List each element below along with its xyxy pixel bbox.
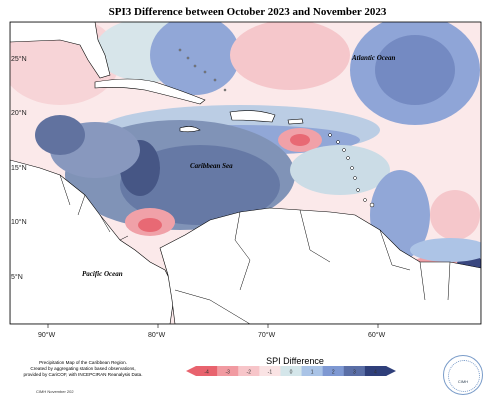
legend-tick-label: -4 — [204, 370, 209, 376]
lat-tick-label: 20°N — [11, 109, 27, 117]
legend-tick-label: -2 — [247, 370, 252, 376]
land-masses — [10, 22, 481, 324]
legend-swatch — [322, 366, 345, 376]
map-frame — [9, 21, 482, 325]
atlantic-ocean-label: Atlantic Ocean — [351, 54, 395, 62]
legend-title: SPI Difference — [266, 356, 324, 366]
legend-tick-label: 1 — [311, 370, 314, 376]
legend-swatch — [196, 366, 218, 376]
lon-tick-label: 70°W — [258, 331, 276, 339]
credit-stamp: CIMH November 202 — [36, 389, 74, 394]
lon-tick-label: 60°W — [368, 331, 386, 339]
lat-tick-label: 5°N — [11, 273, 23, 281]
credit-line: provided by CariCOF, with INCEPCIRAN Rea… — [23, 372, 143, 377]
puerto-rico — [287, 118, 304, 125]
country-borders — [59, 174, 451, 324]
florida — [10, 22, 111, 79]
lon-tick-label: 90°W — [38, 331, 56, 339]
legend-swatch — [364, 366, 387, 376]
hispaniola — [229, 110, 276, 123]
legend-swatch — [343, 366, 366, 376]
jamaica — [179, 126, 201, 133]
lat-tick-label: 25°N — [11, 55, 27, 63]
map-credits: Precipitation Map of the Caribbean Regio… — [8, 360, 158, 378]
credit-line: Created by aggregating station based obs… — [30, 366, 136, 371]
longitude-axis: 90°W 80°W 70°W 60°W — [38, 324, 386, 339]
legend-swatch — [238, 366, 260, 376]
cuba — [94, 78, 206, 105]
legend-tick-label: -1 — [268, 370, 273, 376]
legend-arrow-high — [386, 366, 396, 376]
legend-swatch — [259, 366, 281, 376]
legend-tick-label: 4 — [374, 370, 377, 376]
lat-tick-label: 10°N — [11, 218, 27, 226]
legend-swatch — [217, 366, 239, 376]
pacific-ocean-label: Pacific Ocean — [82, 270, 123, 278]
legend-tick-label: -3 — [225, 370, 230, 376]
lat-tick-label: 15°N — [11, 164, 27, 172]
lesser-antilles — [178, 48, 375, 208]
legend-arrow-low — [186, 366, 196, 376]
map-title: SPI3 Difference between October 2023 and… — [108, 6, 387, 18]
latitude-axis: 25°N 20°N 15°N 10°N 5°N — [11, 55, 27, 281]
caribbean-sea-label: Caribbean Sea — [190, 162, 233, 170]
legend-tick-label: 3 — [353, 370, 356, 376]
lon-tick-label: 80°W — [148, 331, 166, 339]
legend-swatch — [280, 366, 303, 376]
logo-ring — [448, 360, 480, 392]
credit-line: Precipitation Map of the Caribbean Regio… — [39, 360, 127, 365]
cimh-logo: CIMH — [443, 355, 483, 395]
legend-tick-label: 0 — [290, 370, 293, 376]
legend-tick-label: 2 — [332, 370, 335, 376]
legend-swatch — [301, 366, 324, 376]
color-legend: -4 -3 -2 -1 0 1 2 3 4 — [186, 366, 396, 376]
south-america — [159, 207, 481, 324]
logo-text: CIMH — [457, 379, 469, 384]
